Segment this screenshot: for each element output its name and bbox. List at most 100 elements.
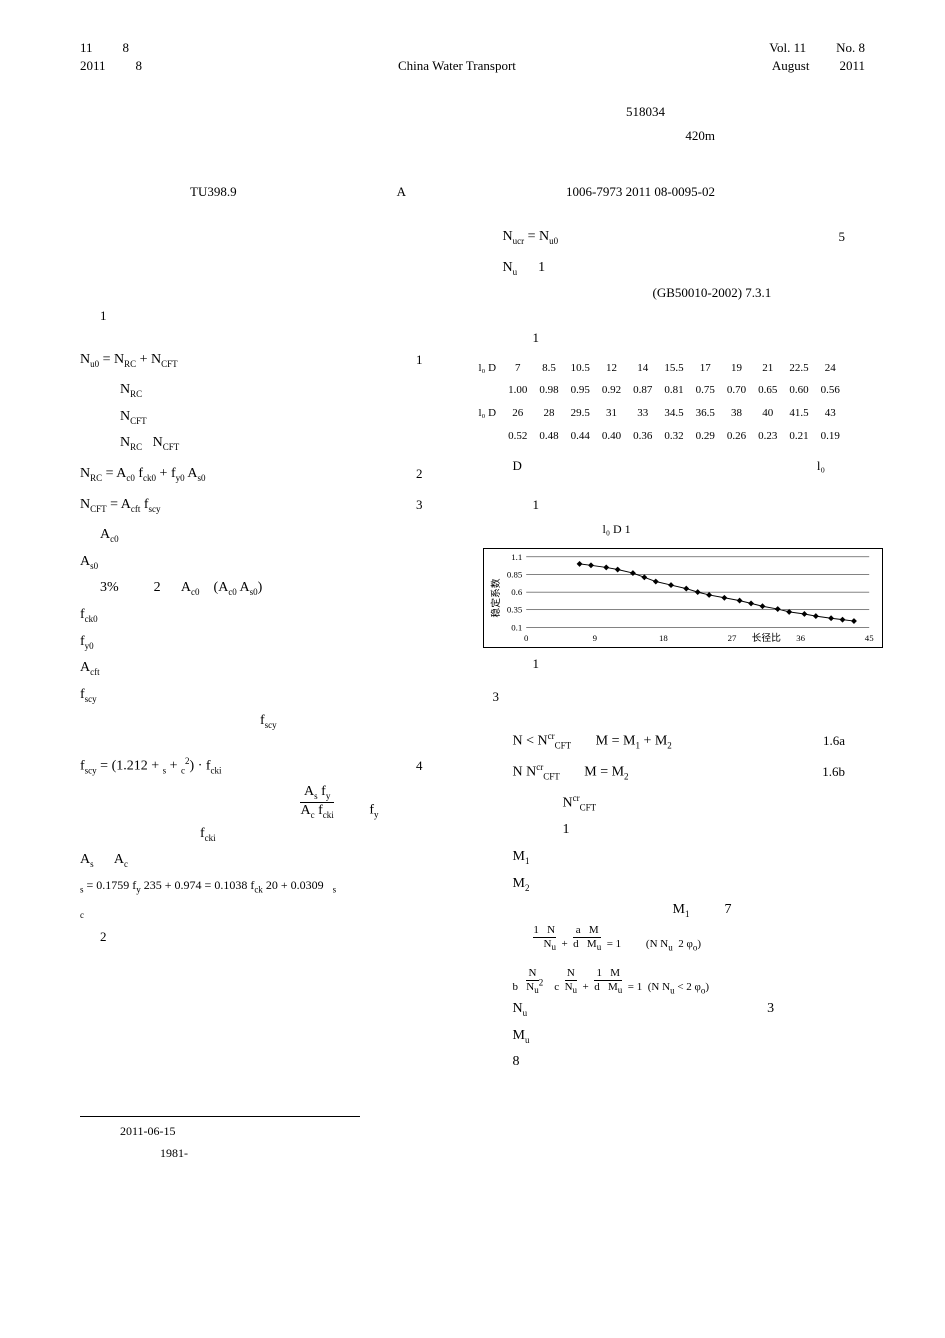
as0: A <box>80 554 90 569</box>
r2c8: 0.65 <box>752 379 783 402</box>
r1c1: 8.5 <box>533 357 564 380</box>
eqs2: 235 + 0.974 = 0.1038 f <box>141 878 255 892</box>
header-row-2: 2011 8 China Water Transport August 2011 <box>80 58 865 74</box>
eq3-l: N <box>80 497 90 512</box>
r4c0: 0.52 <box>502 425 533 448</box>
r3c9: 41.5 <box>783 402 814 425</box>
eq4-fb: A <box>301 803 311 818</box>
svg-text:36: 36 <box>796 633 805 643</box>
r3c7: 38 <box>721 402 752 425</box>
coeff-line: s = 0.1759 fy 235 + 0.974 = 0.1038 fck 2… <box>80 874 443 898</box>
eq3-s1: cft <box>131 503 141 513</box>
equation-4: fscy = (1.212 + s + c2) · fcki 4 <box>80 753 443 780</box>
nrc-sym: N <box>120 382 130 397</box>
eq1-s2: RC <box>124 358 136 368</box>
r2c0: 1.00 <box>502 379 533 402</box>
footer-date: 2011-06-15 <box>120 1121 360 1143</box>
r1c4: 14 <box>627 357 658 380</box>
eq1-m1: = N <box>99 352 124 367</box>
r4c9: 0.21 <box>783 425 814 448</box>
eq4-fb2s: cki <box>323 810 334 820</box>
paren-ls: c0 <box>228 587 237 597</box>
eq4-s1: scy <box>85 765 97 775</box>
r2c10: 0.56 <box>815 379 846 402</box>
eq5-l: N <box>503 229 513 244</box>
section-2: 2 <box>100 925 443 950</box>
r3c0: 26 <box>502 402 533 425</box>
as: A <box>80 852 90 867</box>
journal-en: China Water Transport <box>142 58 772 74</box>
paren-l: (A <box>214 580 229 595</box>
one: 1 <box>538 260 545 275</box>
eq2-b1: = A <box>102 466 126 481</box>
fscy2-line: fscy <box>260 708 443 735</box>
r2c9: 0.60 <box>783 379 814 402</box>
pct: 3% <box>100 580 119 595</box>
r1c2: 10.5 <box>565 357 596 380</box>
fscy2-s: scy <box>265 720 277 730</box>
r4c3: 0.40 <box>596 425 627 448</box>
gb-ref: (GB50010-2002) 7.3.1 <box>653 281 866 306</box>
eq2-no: 2 <box>404 462 423 487</box>
ac0b-s: c0 <box>191 587 200 597</box>
zip-code: 518034 <box>80 104 865 120</box>
r2c6: 0.75 <box>690 379 721 402</box>
svg-text:27: 27 <box>727 633 736 643</box>
fy0-s: y0 <box>85 640 94 650</box>
equation-2: NRC = Ac0 fck0 + fy0 As0 2 <box>80 461 443 488</box>
equation-6a: N < NcrCFT M = M1 + M2 1.6a <box>473 728 866 755</box>
eq5-ls: ucr <box>513 236 525 246</box>
equation-7a: 1 N Nu + a M d Mu = 1 (N Nu 2 φo) <box>533 924 866 953</box>
paren-close: ) <box>258 580 263 595</box>
acft-s: cft <box>90 667 100 677</box>
eqs1: = 0.1759 f <box>84 878 137 892</box>
seven: 7 <box>724 902 731 917</box>
r3c2: 29.5 <box>565 402 596 425</box>
eq4-no: 4 <box>404 754 423 779</box>
eq2-m3: A <box>185 466 198 481</box>
eq3-b1: = A <box>107 497 131 512</box>
Acft-line: Acft <box>80 655 443 682</box>
r4c1: 0.48 <box>533 425 564 448</box>
eq7b-label: b <box>513 981 519 993</box>
right-column: Nucr = Nu0 5 Nu 1 (GB50010-2002) 7.3.1 1… <box>473 220 866 1076</box>
year-en: 2011 <box>839 58 865 74</box>
line-nrc: NRC <box>120 377 443 404</box>
As-Ac-line: As Ac <box>80 847 443 874</box>
eq4-frac: As fy Ac fcki fy <box>300 784 443 820</box>
ncft-sub: CFT <box>130 416 147 426</box>
year-left: 2011 <box>80 58 106 74</box>
eq3-no: 3 <box>404 493 423 518</box>
eq2-s2: ck0 <box>143 473 156 483</box>
eq1-n: N <box>80 352 90 367</box>
eq1-s3: CFT <box>161 358 178 368</box>
acft: A <box>80 660 90 675</box>
chart-svg: 0.10.350.60.851.10918273645长径比稳定系数 <box>484 549 882 647</box>
r3c6: 36.5 <box>690 402 721 425</box>
eq3-ls: CFT <box>90 503 107 513</box>
eq1-s1: u0 <box>90 358 99 368</box>
equation-5: Nucr = Nu0 5 <box>473 224 866 251</box>
r4c2: 0.44 <box>565 425 596 448</box>
Ac0-line: Ac0 <box>100 522 443 549</box>
mu-s: u <box>525 1035 530 1045</box>
eq6b-no: 1.6b <box>810 760 845 785</box>
eq2-s3: y0 <box>176 473 185 483</box>
m1-s: 1 <box>525 856 530 866</box>
svg-text:0: 0 <box>523 633 528 643</box>
svg-text:长径比: 长径比 <box>751 631 781 644</box>
nu: N <box>503 260 513 275</box>
r4c10: 0.19 <box>815 425 846 448</box>
one-b-line: 1 <box>563 817 866 844</box>
r3c8: 40 <box>752 402 783 425</box>
r3c4: 33 <box>627 402 658 425</box>
section-3: 3 <box>493 685 866 710</box>
line-both: NRC NCFT <box>120 430 443 457</box>
svg-text:0.85: 0.85 <box>506 570 522 580</box>
r1c8: 21 <box>752 357 783 380</box>
r1c7: 19 <box>721 357 752 380</box>
r2c2: 0.95 <box>565 379 596 402</box>
eq3-s2: scy <box>149 503 161 513</box>
left-column: 1 Nu0 = NRC + NCFT 1 NRC NCFT NRC NCFT N… <box>80 220 443 1076</box>
fy0-line: fy0 <box>80 629 443 656</box>
